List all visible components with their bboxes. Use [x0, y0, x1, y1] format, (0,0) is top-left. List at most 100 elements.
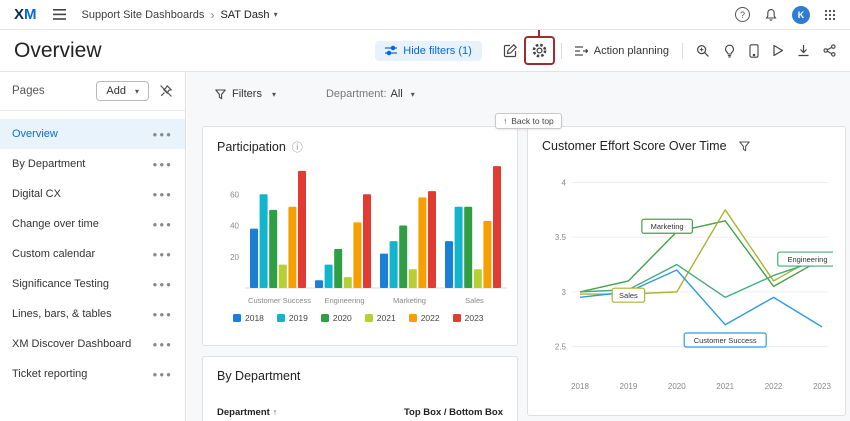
filters-label: Filters [232, 88, 262, 100]
breadcrumb-chevron-down-icon[interactable]: ▾ [274, 10, 278, 19]
unpin-sidebar-icon[interactable] [159, 84, 173, 98]
row-menu-dots-icon[interactable]: ●●● [153, 280, 174, 289]
action-planning-button[interactable]: Action planning [575, 45, 669, 57]
app-switcher-grid-icon[interactable] [824, 9, 836, 21]
legend-label: 2018 [245, 313, 264, 323]
back-to-top-label: Back to top [511, 116, 554, 126]
gear-glyph [531, 42, 548, 59]
hamburger-menu-icon[interactable] [53, 9, 66, 20]
legend-item[interactable]: 2021 [365, 313, 396, 323]
sidebar-item-change-over-time[interactable]: Change over time ●●● [0, 209, 185, 239]
sidebar-item-label: XM Discover Dashboard [12, 338, 131, 350]
mobile-preview-icon[interactable] [749, 44, 759, 58]
idea-lightbulb-icon[interactable] [723, 44, 736, 58]
dashboard-toolbar: Hide filters (1) 3 Action planning [375, 41, 836, 61]
series-label-sales[interactable]: Sales [612, 288, 645, 302]
filters-dropdown[interactable]: Filters ▾ [215, 88, 276, 100]
help-icon[interactable]: ? [735, 7, 750, 22]
sidebar-item-custom-calendar[interactable]: Custom calendar ●●● [0, 239, 185, 269]
legend-item[interactable]: 2020 [321, 313, 352, 323]
department-chevron-down-icon: ▾ [411, 90, 415, 99]
series-label-marketing[interactable]: Marketing [642, 219, 693, 233]
share-icon[interactable] [823, 44, 836, 57]
play-presentation-icon[interactable] [772, 44, 784, 57]
participation-title: Participation [217, 140, 286, 154]
ces-line-chart: 2.533.54201820192020202120222023Marketin… [542, 163, 833, 399]
legend-item[interactable]: 2019 [277, 313, 308, 323]
row-menu-dots-icon[interactable]: ●●● [153, 250, 174, 259]
sidebar-item-label: Custom calendar [12, 248, 95, 260]
row-menu-dots-icon[interactable]: ●●● [153, 130, 174, 139]
legend-swatch [277, 314, 285, 322]
sidebar-item-label: By Department [12, 158, 85, 170]
sidebar-item-overview[interactable]: Overview ●●● [0, 119, 185, 149]
svg-text:Marketing: Marketing [393, 296, 426, 305]
svg-text:60: 60 [230, 190, 239, 199]
user-avatar[interactable]: K [792, 6, 810, 24]
legend-label: 2020 [333, 313, 352, 323]
pages-title: Pages [12, 85, 45, 97]
row-menu-dots-icon[interactable]: ●●● [153, 220, 174, 229]
pages-sidebar: Pages Add ▾ Overview ●●● By Department ●… [0, 72, 186, 421]
legend-label: 2022 [421, 313, 440, 323]
sidebar-item-significance-testing[interactable]: Significance Testing ●●● [0, 269, 185, 299]
add-chevron-down-icon: ▾ [135, 87, 139, 96]
pages-list: Overview ●●● By Department ●●● Digital C… [0, 119, 185, 389]
svg-text:Customer Success: Customer Success [694, 336, 757, 345]
legend-swatch [321, 314, 329, 322]
ces-widget: Customer Effort Score Over Time 2.533.54… [527, 126, 846, 416]
pages-header: Pages Add ▾ [0, 72, 185, 111]
sidebar-item-label: Digital CX [12, 188, 61, 200]
export-download-icon[interactable] [797, 44, 810, 57]
legend-item[interactable]: 2022 [409, 313, 440, 323]
notifications-bell-icon[interactable] [764, 8, 778, 22]
up-arrow-icon: ↑ [503, 116, 507, 126]
svg-text:20: 20 [230, 253, 239, 262]
department-filter-label: Department: [326, 88, 387, 100]
svg-text:2020: 2020 [668, 382, 686, 391]
sidebar-item-label: Significance Testing [12, 278, 109, 290]
sidebar-item-xm-discover-dashboard[interactable]: XM Discover Dashboard ●●● [0, 329, 185, 359]
sidebar-item-digital-cx[interactable]: Digital CX ●●● [0, 179, 185, 209]
settings-gear-icon[interactable]: 3 [531, 42, 548, 59]
sidebar-item-label: Ticket reporting [12, 368, 87, 380]
add-page-button[interactable]: Add ▾ [96, 81, 149, 101]
page-title: Overview [14, 39, 102, 63]
dashboard-canvas: Filters ▾ Department: All ▾ ↑ Back to to… [187, 72, 850, 421]
row-menu-dots-icon[interactable]: ●●● [153, 310, 174, 319]
sidebar-item-ticket-reporting[interactable]: Ticket reporting ●●● [0, 359, 185, 389]
action-planning-icon [575, 45, 588, 57]
svg-text:Engineering: Engineering [787, 255, 827, 264]
row-menu-dots-icon[interactable]: ●●● [153, 370, 174, 379]
info-icon[interactable]: ⓘ [292, 139, 303, 155]
series-label-customer-success[interactable]: Customer Success [684, 333, 766, 347]
breadcrumb-root[interactable]: Support Site Dashboards [82, 9, 205, 21]
row-menu-dots-icon[interactable]: ●●● [153, 160, 174, 169]
zoom-search-icon[interactable] [696, 44, 710, 58]
xm-logo[interactable]: XM [14, 6, 37, 23]
hide-filters-button[interactable]: Hide filters (1) [375, 41, 481, 61]
toolbar-divider [682, 43, 683, 59]
sidebar-item-label: Change over time [12, 218, 99, 230]
svg-text:2019: 2019 [620, 382, 638, 391]
svg-text:2023: 2023 [813, 382, 831, 391]
sidebar-item-lines-bars-tables[interactable]: Lines, bars, & tables ●●● [0, 299, 185, 329]
widget-filter-funnel-icon[interactable] [739, 141, 750, 152]
back-to-top-button[interactable]: ↑ Back to top [495, 113, 562, 129]
series-label-engineering[interactable]: Engineering [778, 252, 833, 266]
add-page-label: Add [106, 85, 126, 97]
filters-chevron-down-icon: ▾ [272, 90, 276, 99]
breadcrumb-current[interactable]: SAT Dash [220, 9, 269, 21]
sidebar-item-by-department[interactable]: By Department ●●● [0, 149, 185, 179]
department-filter[interactable]: Department: All ▾ [326, 88, 415, 100]
legend-item[interactable]: 2018 [233, 313, 264, 323]
column-department[interactable]: Department↑ [217, 407, 277, 418]
edit-dashboard-icon[interactable] [503, 43, 518, 58]
row-menu-dots-icon[interactable]: ●●● [153, 340, 174, 349]
column-topbox[interactable]: Top Box / Bottom Box [404, 407, 503, 418]
row-menu-dots-icon[interactable]: ●●● [153, 190, 174, 199]
svg-text:Marketing: Marketing [651, 222, 684, 231]
sidebar-item-label: Lines, bars, & tables [12, 308, 112, 320]
top-navigation-bar: XM Support Site Dashboards › SAT Dash ▾ … [0, 0, 850, 30]
legend-item[interactable]: 2023 [453, 313, 484, 323]
